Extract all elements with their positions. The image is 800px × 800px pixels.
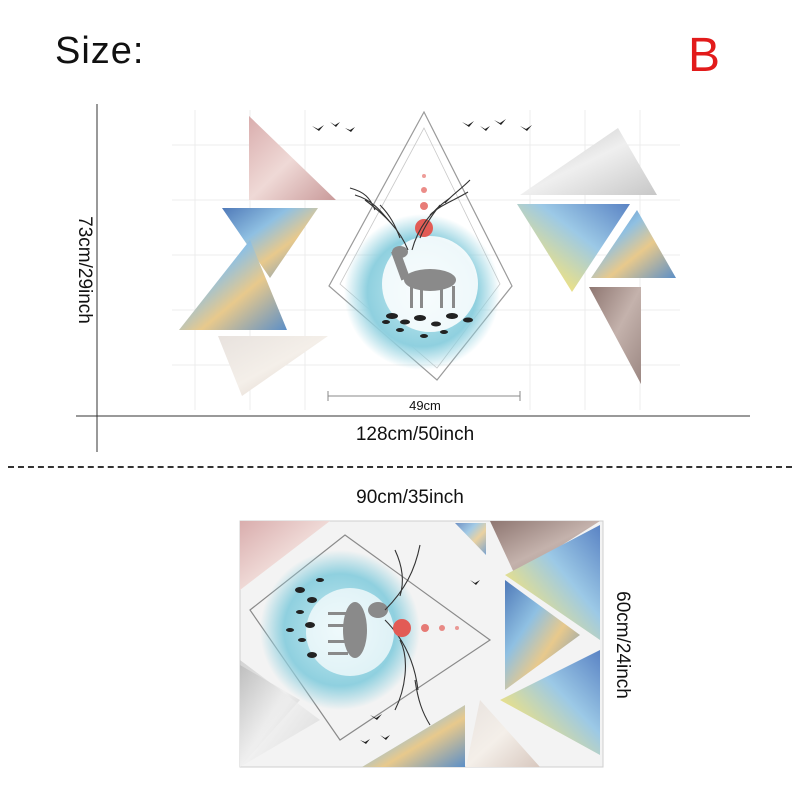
flying-birds	[312, 119, 532, 132]
layout-b-artwork	[239, 520, 604, 768]
blue-poly-triangle	[179, 240, 287, 330]
blue-poly-triangle	[362, 705, 465, 767]
marble-triangle	[218, 336, 328, 396]
antler-branches	[384, 544, 431, 726]
variant-letter: B	[688, 29, 721, 82]
layout-a-dimension-lines	[76, 104, 750, 452]
marble-triangle	[466, 700, 540, 767]
layout-a-height-label: 73cm/29inch	[74, 216, 95, 324]
taupe-triangle	[589, 287, 641, 384]
deer-silhouette	[328, 602, 388, 658]
leaf-cluster	[382, 313, 473, 338]
layout-a-width-label: 128cm/50inch	[355, 424, 475, 445]
pink-marble-triangle	[249, 116, 336, 200]
layout-b-height-label: 60cm/24inch	[612, 591, 633, 699]
blue-poly-triangle	[505, 525, 600, 640]
center-width-marker	[327, 391, 521, 401]
red-sun	[393, 619, 411, 637]
layout-a-height-label-box: 73cm/29inch	[64, 190, 104, 350]
blue-poly-triangle	[505, 580, 580, 690]
diamond-frame	[328, 110, 513, 381]
section-divider	[8, 466, 792, 468]
layout-b-width-label: 90cm/35inch	[356, 487, 464, 508]
blue-poly-triangle	[517, 204, 630, 292]
taupe-triangle	[490, 521, 600, 575]
antler-branches	[349, 179, 471, 251]
blue-poly-triangle	[500, 650, 600, 755]
blue-poly-triangle	[591, 210, 676, 278]
layout-a-artwork	[172, 110, 680, 410]
flying-birds	[360, 580, 480, 744]
pink-marble-triangle	[240, 521, 330, 590]
blue-poly-triangle	[222, 208, 318, 278]
deer-silhouette	[391, 246, 456, 308]
size-heading: Size:	[55, 30, 145, 72]
grey-marble-triangle	[520, 128, 657, 195]
layout-b-height-label-box: 60cm/24inch	[602, 560, 642, 730]
leaf-cluster	[286, 578, 324, 658]
center-width-label: 49cm	[409, 398, 441, 413]
